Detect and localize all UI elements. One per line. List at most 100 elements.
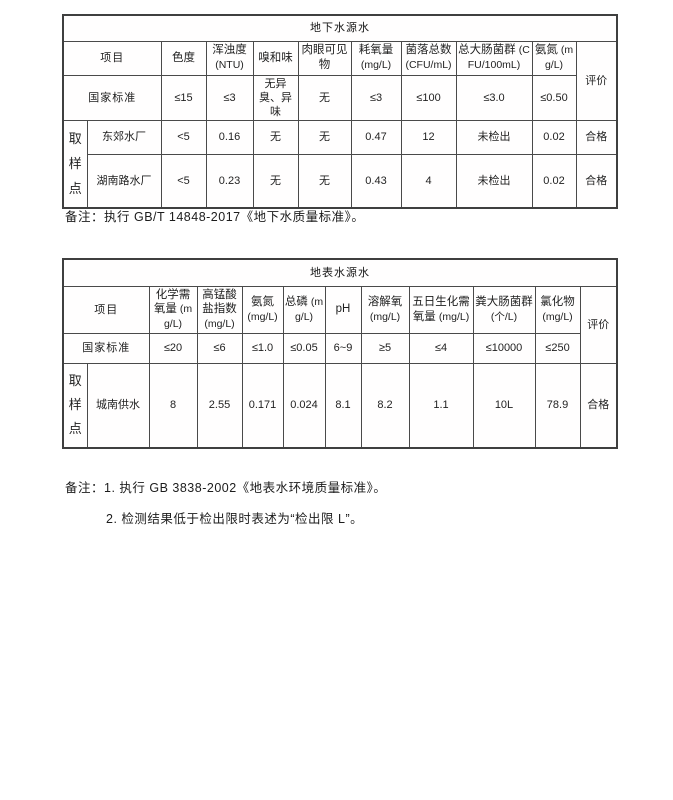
column-unit: (mg/L) — [247, 310, 278, 323]
column-unit: (CFU/mL) — [405, 59, 452, 72]
data-cell: <5 — [160, 153, 207, 209]
site-name-cell: 湖南路水厂 — [86, 153, 162, 209]
column-header-oxygen-consumption: 耗氧量 (mg/L) — [350, 40, 402, 76]
data-cell: 8 — [148, 363, 198, 449]
sampling-point-label: 取 样 点 — [62, 120, 88, 209]
data-cell: 2.55 — [196, 363, 243, 449]
data-cell: 无 — [252, 153, 299, 209]
national-standard-label: 国家标准 — [62, 333, 150, 365]
data-cell: 78.9 — [534, 363, 581, 449]
column-header-fecal-coliform: 粪大肠菌群 (个/L) — [472, 285, 536, 335]
column-name: 浑浊度 — [212, 44, 247, 57]
column-name: 溶解氧 — [367, 295, 403, 308]
site-name-cell: 城南供水 — [86, 363, 150, 449]
column-name: 肉眼可见物 — [301, 44, 348, 71]
column-header-ph: pH — [324, 285, 362, 335]
data-cell: 0.171 — [241, 363, 284, 449]
column-unit: (CFU/100mL) — [467, 44, 530, 72]
column-header-visible-matter: 肉眼可见物 — [297, 40, 352, 76]
column-header-cod: 化学需氧量 (mg/L) — [148, 285, 198, 335]
data-cell: 0.024 — [282, 363, 326, 449]
standard-value: ≤3.0 — [455, 74, 533, 122]
items-header: 项目 — [62, 40, 162, 76]
site-name-cell: 东郊水厂 — [86, 120, 162, 155]
evaluation-cell: 合格 — [575, 120, 618, 155]
standard-value: ≤10000 — [472, 333, 536, 365]
sampling-point-label: 取 样 点 — [62, 363, 88, 449]
table-row: 取 样 点 城南供水 8 2.55 0.171 0.024 8.1 8.2 1.… — [62, 363, 618, 449]
data-cell: 12 — [400, 120, 457, 155]
data-cell: 8.1 — [324, 363, 362, 449]
data-cell: 0.23 — [205, 153, 254, 209]
column-name: 五日生化需氧量 — [412, 295, 470, 323]
evaluation-cell: 合格 — [579, 363, 618, 449]
column-name: 色度 — [172, 51, 195, 64]
national-standard-label: 国家标准 — [62, 74, 162, 122]
data-cell: 无 — [297, 153, 352, 209]
data-cell: 1.1 — [408, 363, 474, 449]
column-unit: (mg/L) — [369, 310, 401, 323]
column-name: 高锰酸盐指数 — [202, 288, 237, 316]
column-name: pH — [335, 303, 351, 316]
column-name: 化学需氧量 — [153, 288, 191, 316]
standard-value: ≤20 — [148, 333, 198, 365]
column-name: 总大肠菌群 — [458, 44, 516, 57]
column-header-dissolved-oxygen: 溶解氧 (mg/L) — [360, 285, 410, 335]
sampling-label-char: 点 — [68, 421, 82, 437]
standard-value: ≤250 — [534, 333, 581, 365]
column-name: 氯化物 — [540, 295, 575, 308]
sampling-label-char: 取 — [68, 372, 82, 388]
sampling-label-char: 样 — [68, 396, 82, 412]
standard-value: ≤100 — [400, 74, 457, 122]
column-unit: (mg/L) — [163, 303, 193, 331]
data-cell: 未检出 — [455, 153, 533, 209]
standard-value: ≥5 — [360, 333, 410, 365]
sampling-label-char: 点 — [68, 181, 82, 197]
standard-value: ≤15 — [160, 74, 207, 122]
standard-value: ≤1.0 — [241, 333, 284, 365]
sampling-label-char: 取 — [68, 130, 82, 146]
column-unit: (mg/L) — [438, 310, 470, 323]
column-header-odor: 嗅和味 — [252, 40, 299, 76]
data-cell: 未检出 — [455, 120, 533, 155]
column-name: 粪大肠菌群 — [475, 295, 533, 308]
table-title: 地表水源水 — [62, 258, 618, 287]
sampling-label-char: 样 — [68, 155, 82, 171]
standard-value: ≤0.50 — [531, 74, 577, 122]
evaluation-header: 评价 — [575, 40, 618, 122]
standard-value: ≤3 — [205, 74, 254, 122]
groundwater-note: 备注：执行 GB/T 14848-2017《地下水质量标准》。 — [65, 210, 365, 224]
column-header-turbidity: 浑浊度 (NTU) — [205, 40, 254, 76]
standard-value: 6~9 — [324, 333, 362, 365]
table-row: 湖南路水厂 <5 0.23 无 无 0.43 4 未检出 0.02 合格 — [63, 153, 618, 209]
column-header-color: 色度 — [160, 40, 207, 76]
data-cell: 0.02 — [531, 120, 577, 155]
column-unit: (mg/L) — [544, 44, 574, 72]
surface-note-2: 2. 检测结果低于检出限时表述为“检出限 L”。 — [106, 512, 364, 526]
items-header: 项目 — [62, 285, 150, 335]
standard-value: ≤3 — [350, 74, 402, 122]
column-name: 氨氮 — [534, 44, 558, 57]
standard-value: ≤4 — [408, 333, 474, 365]
data-cell: 10L — [472, 363, 536, 449]
data-cell: 无 — [297, 120, 352, 155]
standard-value: 无 — [297, 74, 352, 122]
column-unit: (mg/L) — [542, 310, 573, 323]
column-name: 耗氧量 — [358, 44, 394, 57]
data-cell: 0.02 — [531, 153, 577, 209]
column-name: 嗅和味 — [258, 51, 293, 64]
column-unit: (mg/L) — [294, 295, 324, 323]
data-cell: 8.2 — [360, 363, 410, 449]
column-header-total-phosphorus: 总磷 (mg/L) — [282, 285, 326, 335]
column-unit: (mg/L) — [360, 59, 392, 72]
data-cell: 4 — [400, 153, 457, 209]
standard-value: ≤6 — [196, 333, 243, 365]
column-name: 菌落总数 — [405, 44, 452, 57]
table-title: 地下水源水 — [62, 14, 618, 42]
evaluation-header: 评价 — [579, 285, 618, 365]
column-name: 氨氮 — [251, 295, 274, 308]
column-unit: (个/L) — [490, 310, 518, 323]
standard-value: 无异臭、异味 — [252, 74, 299, 122]
surface-note-1: 备注：1. 执行 GB 3838-2002《地表水环境质量标准》。 — [65, 481, 387, 495]
evaluation-cell: 合格 — [575, 153, 618, 209]
